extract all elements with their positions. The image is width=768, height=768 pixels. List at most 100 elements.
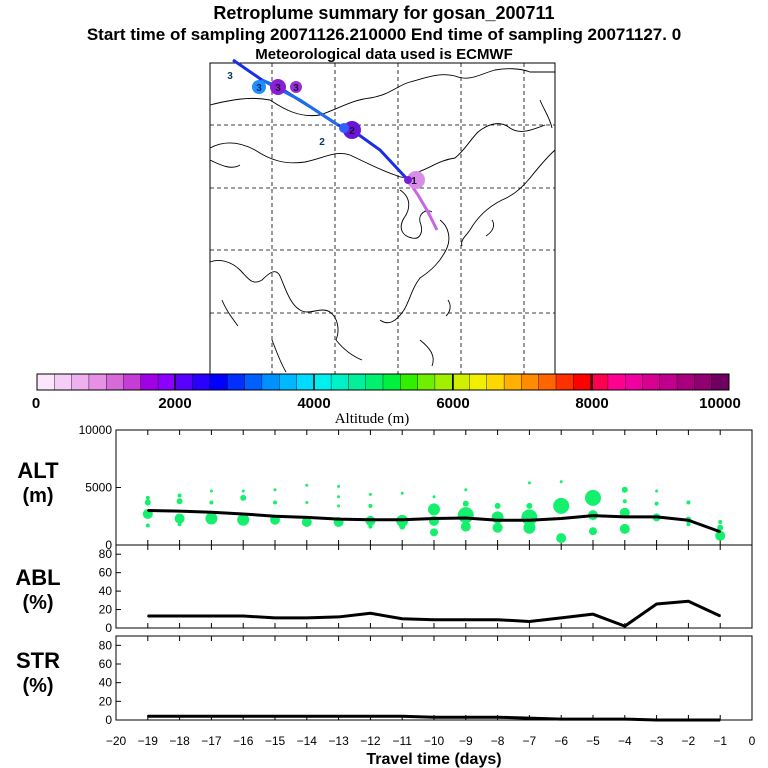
colorbar-swatch-35 [642, 373, 661, 391]
day-marker-2: 2 [349, 126, 355, 137]
series-point-13 [560, 718, 562, 720]
altitude-cluster-point-64 [718, 520, 723, 524]
series-point-4 [274, 617, 276, 619]
altitude-cluster-point-43 [523, 521, 536, 534]
ytick-label-0: 0 [105, 621, 112, 635]
xtick-label-0: −20 [106, 734, 127, 748]
ytick-label-1: 5000 [85, 481, 112, 495]
altitude-cluster-point-1 [144, 499, 151, 506]
colorbar-tick-0: 0 [32, 395, 40, 412]
altitude-cluster-point-17 [301, 517, 312, 527]
altitude-cluster-point-35 [457, 507, 474, 524]
altitude-cluster-point-60 [686, 500, 691, 505]
altitude-cluster-point-16 [273, 488, 277, 492]
ylabel-line2: (%) [22, 592, 53, 614]
altitude-cluster-point-57 [654, 501, 659, 506]
panel-abl: 0 20 40 60 80 ABL(%) [15, 544, 753, 635]
altitude-cluster-point-44 [526, 502, 533, 509]
day-marker-3c: 3 [293, 83, 299, 94]
colorbar-swatch-29 [538, 373, 557, 391]
altitude-cluster-point-41 [494, 502, 501, 509]
colorbar-swatch-39 [711, 373, 730, 391]
series-point-11 [496, 519, 499, 522]
colorbar-tick-4000: 4000 [297, 395, 330, 412]
series-point-15 [624, 625, 626, 627]
series-point-8 [401, 518, 404, 521]
series-point-14 [592, 613, 594, 615]
altitude-cluster-point-19 [305, 483, 309, 487]
xtick-label-3: −17 [201, 734, 222, 748]
colorbar-swatch-24 [452, 373, 471, 391]
colorbar-swatch-16 [313, 373, 332, 391]
ylabel-line2: (%) [22, 675, 53, 697]
altitude-cluster-point-62 [715, 530, 726, 541]
altitude-cluster-point-3 [145, 523, 150, 528]
xtick-label-13: −7 [523, 734, 537, 748]
colorbar-swatch-2 [71, 373, 90, 391]
ytick-label-3: 60 [99, 566, 113, 580]
colorbar-swatch-8 [175, 373, 194, 391]
colorbar-swatch-20 [382, 373, 401, 391]
day-marker-1: 1 [411, 176, 417, 187]
series-point-16 [655, 719, 658, 721]
colorbar-swatch-36 [659, 373, 678, 391]
altitude-cluster-point-29 [399, 523, 406, 530]
series-point-7 [369, 518, 372, 521]
plume-cluster-1a [407, 171, 425, 189]
series-point-15 [624, 718, 626, 720]
colorbar-tick-2000: 2000 [158, 395, 191, 412]
xtick-label-8: −12 [360, 734, 381, 748]
altitude-cluster-point-12 [240, 494, 247, 501]
series-point-7 [369, 715, 372, 718]
series-point-5 [306, 715, 308, 718]
series-point-4 [274, 515, 276, 518]
altitude-cluster-point-21 [337, 504, 341, 508]
altitude-cluster-point-61 [686, 522, 691, 527]
series-point-1 [178, 615, 181, 617]
series-point-5 [306, 516, 308, 519]
altitude-cluster-point-36 [460, 521, 471, 532]
series-point-11 [496, 716, 499, 718]
plume-labels: 3 3 3 3 2 2 1 [227, 71, 417, 187]
colorbar-swatch-11 [227, 373, 246, 391]
series-point-8 [401, 715, 404, 718]
altitude-cluster-point-6 [177, 493, 182, 498]
series-point-12 [528, 717, 531, 719]
altitude-cluster-point-38 [464, 488, 468, 492]
altitude-cluster-point-48 [559, 480, 563, 484]
series-point-6 [337, 518, 340, 520]
xtick-label-5: −15 [265, 734, 286, 748]
series-point-13 [560, 617, 562, 619]
series-point-18 [719, 719, 721, 721]
xtick-label-16: −4 [618, 734, 632, 748]
series-point-3 [242, 513, 244, 515]
colorbar-swatch-38 [694, 373, 713, 391]
series-point-10 [465, 517, 467, 519]
colorbar-tick-10000: 10000 [699, 395, 741, 412]
altitude-cluster-point-15 [273, 500, 277, 505]
altitude-cluster-point-8 [205, 512, 218, 525]
colorbar-swatch-4 [105, 373, 124, 391]
altitude-cluster-point-55 [622, 499, 627, 504]
colorbar-ticklabels: 0 2000 4000 6000 8000 10000 [32, 395, 741, 412]
altitude-cluster-point-7 [177, 522, 182, 527]
day-marker-3b: 3 [275, 83, 281, 94]
series-point-10 [465, 716, 467, 718]
ytick-label-2: 10000 [79, 423, 113, 437]
plume-cluster-1b [404, 176, 412, 184]
panel-frame [115, 635, 753, 721]
map-frame [209, 62, 556, 376]
xtick-label-1: −19 [138, 734, 159, 748]
ylabel-line1: ALT [17, 458, 59, 483]
series-point-17 [687, 519, 690, 522]
altitude-cluster-point-31 [428, 503, 440, 516]
xaxis-label: Travel time (days) [366, 751, 501, 768]
colorbar-swatch-31 [573, 373, 592, 391]
xtick-label-20: 0 [749, 734, 756, 748]
chart-subtitle-met: Meteorological data used is ECMWF [255, 46, 513, 63]
colorbar-swatch-18 [348, 373, 367, 391]
plume-cluster-2b [339, 123, 349, 133]
ytick-label-3: 60 [99, 657, 113, 671]
xtick-label-4: −16 [233, 734, 254, 748]
